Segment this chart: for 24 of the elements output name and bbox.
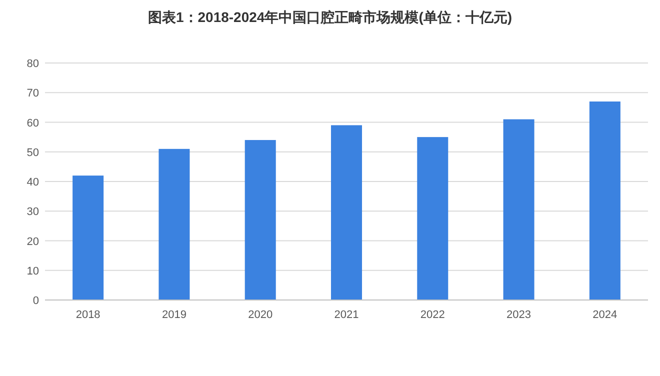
y-tick-label: 70 bbox=[26, 88, 39, 100]
y-tick-label: 20 bbox=[26, 236, 39, 248]
x-tick-label: 2020 bbox=[248, 309, 273, 321]
bar bbox=[244, 140, 276, 300]
y-tick-label: 10 bbox=[26, 265, 39, 278]
bar bbox=[503, 119, 534, 300]
bar bbox=[158, 148, 190, 300]
y-tick-label: 30 bbox=[26, 206, 39, 218]
y-tick-label: 40 bbox=[26, 176, 39, 188]
bar bbox=[417, 137, 448, 300]
bar bbox=[330, 125, 362, 300]
x-tick-label: 2018 bbox=[76, 309, 100, 321]
x-tick-label: 2023 bbox=[506, 309, 532, 321]
x-tick-label: 2024 bbox=[592, 309, 618, 321]
y-tick-label: 60 bbox=[26, 117, 39, 130]
chart-title: 图表1：2018-2024年中国口腔正畸市场规模(单位：十亿元) bbox=[148, 9, 512, 25]
y-tick-label: 80 bbox=[26, 58, 39, 70]
x-tick-label: 2022 bbox=[420, 309, 445, 321]
y-tick-label: 50 bbox=[26, 146, 39, 159]
x-tick-label: 2021 bbox=[334, 309, 359, 321]
y-tick-label: 0 bbox=[32, 295, 39, 307]
bar bbox=[72, 176, 104, 300]
x-tick-label: 2019 bbox=[162, 309, 186, 321]
bar bbox=[589, 102, 620, 300]
